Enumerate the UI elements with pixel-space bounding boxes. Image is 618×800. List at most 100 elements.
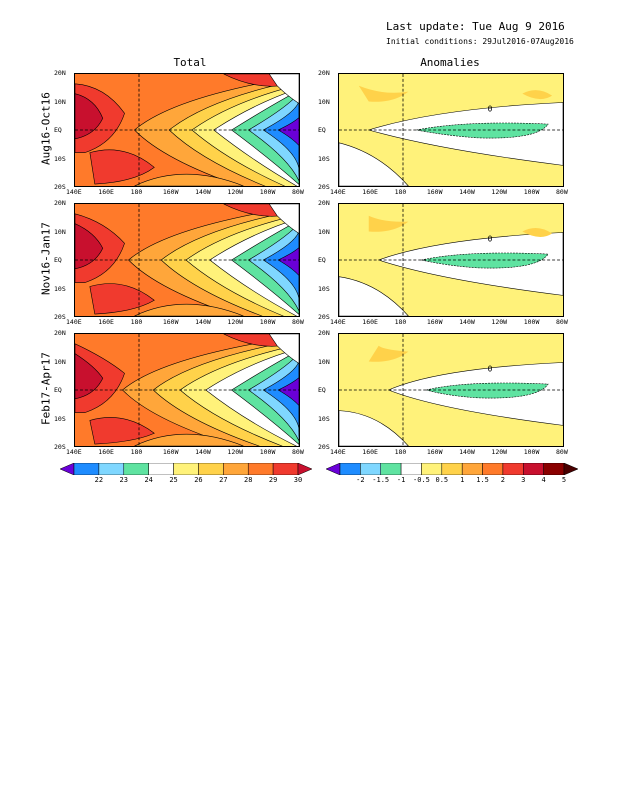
lat-tick-label: 10S xyxy=(54,154,66,163)
svg-text:0: 0 xyxy=(488,364,493,373)
lon-tick-label: 140E xyxy=(330,318,346,326)
lat-tick-label: EQ xyxy=(318,126,326,134)
lon-tick-label: 100W xyxy=(523,448,540,456)
anomaly-colorbar-label: 2 xyxy=(500,476,506,484)
lon-tick-label: 80W xyxy=(292,318,304,326)
lon-tick-label: 180 xyxy=(394,448,407,456)
lat-tick-label: 20S xyxy=(318,313,330,321)
lon-tick-label: 80W xyxy=(292,448,304,456)
anomaly-colorbar-label: 1 xyxy=(460,476,465,484)
lon-tick-label: 80W xyxy=(556,188,568,196)
total-colorbar-label: 25 xyxy=(169,476,178,484)
row-label-1: Aug16-Oct16 xyxy=(39,92,53,165)
anomaly-colorbar-label: 3 xyxy=(521,476,526,484)
lat-tick-label: 10S xyxy=(54,284,66,293)
lat-tick-label: 20S xyxy=(318,443,330,451)
lon-tick-label: 160W xyxy=(162,188,179,196)
svg-text:0: 0 xyxy=(488,104,493,113)
lon-tick-label: 80W xyxy=(292,188,304,196)
anomaly-colorbar xyxy=(326,463,578,475)
lon-tick-label: 160E xyxy=(362,318,378,326)
row-label-3: Feb17-Apr17 xyxy=(39,352,53,425)
lon-tick-label: 160E xyxy=(98,188,114,196)
lon-tick-label: 160W xyxy=(162,318,179,326)
lat-tick-label: 20N xyxy=(54,329,66,337)
total-colorbar-label: 30 xyxy=(293,476,303,484)
total-colorbar-label: 23 xyxy=(119,476,128,484)
lon-tick-label: 160W xyxy=(426,188,443,196)
lat-tick-label: 10S xyxy=(54,414,66,423)
lon-tick-label: 140W xyxy=(459,318,475,326)
lat-tick-label: 10S xyxy=(318,284,330,293)
total-colorbar-label: 24 xyxy=(144,476,153,484)
lat-tick-label: 20S xyxy=(54,313,66,321)
lon-tick-label: 160E xyxy=(362,448,378,456)
lat-tick-label: 20S xyxy=(318,183,330,191)
lon-tick-label: 100W xyxy=(259,318,276,326)
svg-text:0: 0 xyxy=(488,234,493,243)
total-colorbar xyxy=(60,463,312,475)
last-update-text: Last update: Tue Aug 9 2016 xyxy=(386,20,565,33)
anomaly-colorbar-label: -2 xyxy=(356,476,365,484)
lon-tick-label: 140E xyxy=(66,188,82,196)
lat-tick-label: 10N xyxy=(54,227,66,236)
total-colorbar-label: 29 xyxy=(268,476,278,484)
lon-tick-label: 140W xyxy=(195,188,211,196)
total-column-title: Total xyxy=(173,56,207,69)
lon-tick-label: 160E xyxy=(98,318,114,326)
lat-tick-label: EQ xyxy=(54,386,62,394)
row-label-2: Nov16-Jan17 xyxy=(39,222,53,295)
lon-tick-label: 120W xyxy=(227,448,244,456)
lon-tick-label: 140W xyxy=(195,318,211,326)
lon-tick-label: 100W xyxy=(259,188,276,196)
lon-tick-label: 180 xyxy=(394,318,407,326)
anomaly-map-2: 0 xyxy=(338,203,564,317)
lon-tick-label: 140E xyxy=(66,448,82,456)
lat-tick-label: 20N xyxy=(318,199,330,207)
lon-tick-label: 140W xyxy=(195,448,211,456)
lon-tick-label: 180 xyxy=(130,318,143,326)
lat-tick-label: EQ xyxy=(54,126,62,134)
anomaly-colorbar-label: -0.5 xyxy=(413,476,430,484)
lat-tick-label: 20N xyxy=(54,69,66,77)
anomaly-map-1: 0 xyxy=(338,73,564,187)
total-map-1 xyxy=(74,73,300,187)
lon-tick-label: 140W xyxy=(459,188,475,196)
lon-tick-label: 120W xyxy=(491,188,508,196)
lon-tick-label: 140E xyxy=(330,448,346,456)
lat-tick-label: 10S xyxy=(318,154,330,163)
total-colorbar-label: 27 xyxy=(219,476,228,484)
lat-tick-label: 10N xyxy=(54,357,66,366)
lat-tick-label: EQ xyxy=(318,386,326,394)
lat-tick-label: 20N xyxy=(318,69,330,77)
anomalies-column-title: Anomalies xyxy=(420,56,480,69)
anomaly-colorbar-label: -1.5 xyxy=(372,476,390,484)
anomaly-colorbar-label: 1.5 xyxy=(476,476,489,484)
anomaly-colorbar-label: 0.5 xyxy=(435,476,449,484)
lon-tick-label: 120W xyxy=(491,318,508,326)
lon-tick-label: 160W xyxy=(426,448,443,456)
anomaly-map-3: 0 xyxy=(338,333,564,447)
lon-tick-label: 180 xyxy=(130,188,143,196)
total-map-2 xyxy=(74,203,300,317)
lat-tick-label: 10N xyxy=(318,97,330,106)
lon-tick-label: 160W xyxy=(162,448,179,456)
lon-tick-label: 160W xyxy=(426,318,443,326)
anomaly-colorbar-label: 5 xyxy=(561,476,567,484)
anomaly-colorbar-label: -1 xyxy=(396,476,406,484)
lon-tick-label: 160E xyxy=(98,448,114,456)
lat-tick-label: 10N xyxy=(318,357,330,366)
total-colorbar-label: 28 xyxy=(244,476,253,484)
lon-tick-label: 120W xyxy=(491,448,508,456)
lon-tick-label: 120W xyxy=(227,188,244,196)
anomaly-colorbar-label: 4 xyxy=(541,476,546,484)
lon-tick-label: 180 xyxy=(130,448,143,456)
lon-tick-label: 140E xyxy=(330,188,346,196)
total-map-3 xyxy=(74,333,300,447)
lon-tick-label: 80W xyxy=(556,448,568,456)
lat-tick-label: 10N xyxy=(318,227,330,236)
lon-tick-label: 140W xyxy=(459,448,475,456)
lat-tick-label: 20N xyxy=(54,199,66,207)
total-colorbar-label: 22 xyxy=(94,476,104,484)
lon-tick-label: 140E xyxy=(66,318,82,326)
